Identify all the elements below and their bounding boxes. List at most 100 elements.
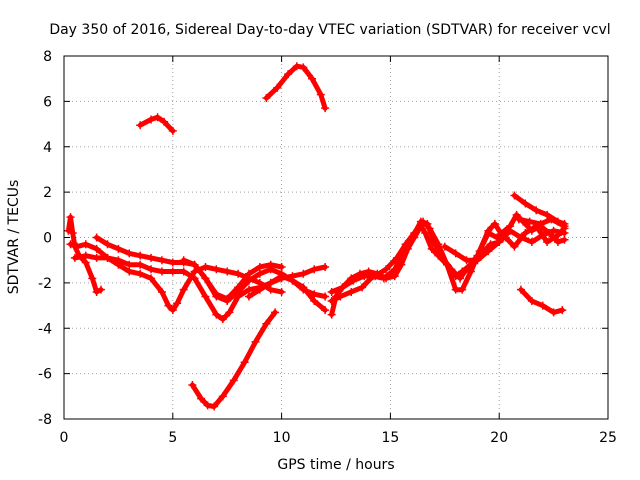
data-point-marker [501,233,510,242]
data-point-marker [190,260,199,269]
data-point-marker [266,285,275,294]
data-point-marker [125,249,134,258]
data-point-marker [440,242,449,251]
series-arc-12 [327,217,502,296]
data-point-marker [358,283,367,292]
data-point-marker [549,226,558,235]
y-tick-label: -6 [38,367,52,383]
data-point-marker [81,240,90,249]
data-point-marker [266,278,275,287]
data-point-marker [244,276,253,285]
chart-title: Day 350 of 2016, Sidereal Day-to-day VTE… [49,22,610,38]
data-point-marker [547,215,556,224]
data-point-marker [234,269,243,278]
data-point-marker [225,308,234,317]
data-point-marker [382,265,391,274]
data-point-marker [136,251,145,260]
data-point-marker [147,115,156,124]
data-point-marker [66,213,75,222]
data-point-marker [173,299,182,308]
data-point-marker [240,358,249,367]
data-point-marker [462,256,471,265]
data-point-marker [321,262,330,271]
data-point-marker [114,256,123,265]
data-point-marker [271,308,280,317]
data-point-marker [321,104,330,113]
data-point-marker [549,308,558,317]
series-arc-8 [262,62,330,113]
data-point-marker [68,228,77,237]
data-point-marker [234,287,243,296]
y-tick-label: -2 [38,276,52,292]
data-point-marker [201,262,210,271]
data-point-marker [103,253,112,262]
data-point-marker [201,292,210,301]
data-point-marker [338,283,347,292]
data-point-marker [244,292,253,301]
data-point-marker [147,253,156,262]
data-point-marker [190,274,199,283]
series-arc-7 [136,113,177,135]
data-point-marker [379,274,388,283]
data-point-marker [521,199,530,208]
series-line [137,114,176,134]
data-point-marker [273,83,282,92]
data-point-marker [510,242,519,251]
data-point-marker [66,240,75,249]
data-point-marker [179,256,188,265]
data-point-marker [545,228,554,237]
x-tick-label: 10 [273,430,291,446]
data-point-marker [321,306,330,315]
y-tick-label: 2 [43,185,52,201]
data-point-marker [136,121,145,130]
data-point-marker [147,265,156,274]
data-point-marker [188,380,197,389]
data-point-marker [284,70,293,79]
data-point-marker [421,228,430,237]
data-point-marker [70,253,79,262]
data-point-marker [255,285,264,294]
data-point-marker [516,285,525,294]
x-axis-label: GPS time / hours [277,457,394,473]
data-point-marker [92,233,101,242]
data-point-marker [262,319,271,328]
data-point-marker [527,297,536,306]
data-point-marker [157,287,166,296]
data-point-marker [157,267,166,276]
data-point-marker [525,217,534,226]
data-point-marker [466,267,475,276]
data-point-marker [427,244,436,253]
data-point-marker [451,249,460,258]
data-point-marker [103,240,112,249]
data-point-marker [164,301,173,310]
data-point-marker [136,260,145,269]
data-point-marker [510,191,519,200]
data-point-marker [490,219,499,228]
data-point-marker [147,274,156,283]
grid-lines [64,56,608,419]
data-point-marker [223,297,232,306]
data-point-marker [347,287,356,296]
data-point-marker [288,276,297,285]
data-point-marker [64,226,73,235]
data-point-marker [218,315,227,324]
data-point-marker [168,267,177,276]
data-point-marker [277,287,286,296]
data-point-marker [308,74,317,83]
data-point-marker [360,272,369,281]
series-arc-2 [66,240,286,315]
data-point-marker [506,222,515,231]
data-point-marker [212,265,221,274]
data-point-marker [514,215,523,224]
data-point-marker [560,235,569,244]
data-point-marker [179,267,188,276]
y-tick-label: -4 [38,321,52,337]
data-point-marker [327,287,336,296]
data-point-marker [349,276,358,285]
data-point-marker [168,306,177,315]
data-point-marker [484,228,493,237]
data-point-marker [157,256,166,265]
data-point-marker [527,238,536,247]
